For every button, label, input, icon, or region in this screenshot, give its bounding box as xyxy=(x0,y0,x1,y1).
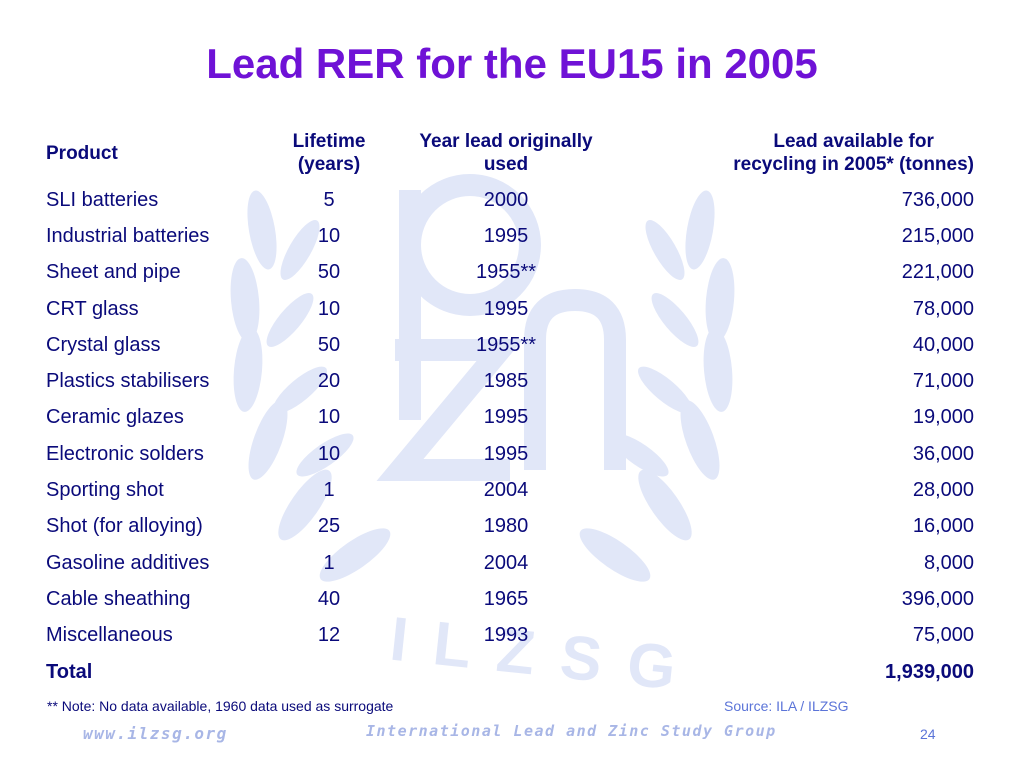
cell-product: Miscellaneous xyxy=(46,624,173,647)
table-row: Plastics stabilisers 20 1985 71,000 xyxy=(40,363,980,399)
laurel-left-icon xyxy=(230,190,391,582)
cell-product: SLI batteries xyxy=(46,188,159,211)
cell-product: Ceramic glazes xyxy=(46,406,184,429)
cell-year: 1995 xyxy=(483,297,529,320)
cell-lifetime: 10 xyxy=(317,442,341,465)
cell-lead: 16,000 xyxy=(912,515,974,538)
cell-product: Plastics stabilisers xyxy=(46,370,210,393)
cell-year: 1993 xyxy=(483,624,529,647)
cell-product: Crystal glass xyxy=(46,333,161,356)
cell-lifetime: 12 xyxy=(317,624,341,647)
cell-year: 2004 xyxy=(483,551,529,574)
cell-year: 2000 xyxy=(483,188,529,211)
cell-year: 1995 xyxy=(483,406,529,429)
lead-rer-table: Product Lifetime (years) Year lead origi… xyxy=(40,128,980,690)
cell-product: Gasoline additives xyxy=(46,551,210,574)
table-row: Electronic solders 10 1995 36,000 xyxy=(40,436,980,472)
table-row: Miscellaneous 12 1993 75,000 xyxy=(40,618,980,654)
header-product: Product xyxy=(46,142,118,164)
table-row: Industrial batteries 10 1995 215,000 xyxy=(40,218,980,254)
footer-organization: International Lead and Zinc Study Group xyxy=(366,722,777,740)
cell-year: 1985 xyxy=(483,370,529,393)
cell-year: 1965 xyxy=(483,587,529,610)
cell-lead: 396,000 xyxy=(901,587,974,610)
cell-lead: 221,000 xyxy=(901,261,974,284)
table-row: Gasoline additives 1 2004 8,000 xyxy=(40,545,980,581)
cell-lead: 36,000 xyxy=(912,442,974,465)
header-year-line2: used xyxy=(483,154,529,175)
cell-year: 1995 xyxy=(483,442,529,465)
cell-lead: 215,000 xyxy=(901,224,974,247)
cell-lifetime: 1 xyxy=(323,479,335,502)
cell-lead: 28,000 xyxy=(912,479,974,502)
cell-lead: 40,000 xyxy=(912,333,974,356)
table-total-row: Total 1,939,000 xyxy=(40,654,980,690)
cell-lifetime: 10 xyxy=(317,224,341,247)
cell-year: 2004 xyxy=(483,479,529,502)
header-lifetime-line2: (years) xyxy=(297,154,361,175)
header-lifetime-line1: Lifetime xyxy=(292,131,366,152)
cell-lifetime: 10 xyxy=(317,406,341,429)
header-year-line1: Year lead originally xyxy=(419,131,593,152)
table-row: Shot (for alloying) 25 1980 16,000 xyxy=(40,509,980,545)
cell-lead: 71,000 xyxy=(912,370,974,393)
cell-year: 1980 xyxy=(483,515,529,538)
source-citation: Source: ILA / ILZSG xyxy=(724,698,849,714)
cell-product: Industrial batteries xyxy=(46,224,210,247)
footnote: ** Note: No data available, 1960 data us… xyxy=(47,698,394,714)
table-row: Cable sheathing 40 1965 396,000 xyxy=(40,581,980,617)
total-label: Total xyxy=(46,660,93,683)
header-year: Year lead originally used xyxy=(378,128,634,182)
table-row: CRT glass 10 1995 78,000 xyxy=(40,291,980,327)
header-lead: Lead available for recycling in 2005* (t… xyxy=(634,128,980,182)
cell-product: CRT glass xyxy=(46,297,139,320)
monogram-icon xyxy=(376,174,626,481)
header-lead-line2: recycling in 2005* (tonnes) xyxy=(733,154,974,175)
table-row: SLI batteries 5 2000 736,000 xyxy=(40,182,980,218)
cell-lead: 8,000 xyxy=(923,551,974,574)
table-header-row: Product Lifetime (years) Year lead origi… xyxy=(40,128,980,182)
cell-lead: 78,000 xyxy=(912,297,974,320)
total-lifetime-empty xyxy=(280,654,378,690)
cell-product: Electronic solders xyxy=(46,442,204,465)
total-year-empty xyxy=(378,654,634,690)
header-lead-line1: Lead available for xyxy=(773,131,934,152)
slide-title: Lead RER for the EU15 in 2005 xyxy=(206,40,818,87)
table-row: Sporting shot 1 2004 28,000 xyxy=(40,472,980,508)
cell-lead: 736,000 xyxy=(901,188,974,211)
table-row: Ceramic glazes 10 1995 19,000 xyxy=(40,400,980,436)
page-number: 24 xyxy=(920,726,936,742)
cell-lifetime: 25 xyxy=(317,515,341,538)
cell-lifetime: 40 xyxy=(317,587,341,610)
header-lifetime: Lifetime (years) xyxy=(280,128,378,182)
laurel-right-icon xyxy=(579,190,735,582)
cell-lifetime: 50 xyxy=(317,261,341,284)
cell-year: 1955** xyxy=(475,333,537,356)
cell-year: 1995 xyxy=(483,224,529,247)
cell-year: 1955** xyxy=(475,261,537,284)
cell-lead: 19,000 xyxy=(912,406,974,429)
footer-website-link[interactable]: www.ilzsg.org xyxy=(83,724,228,743)
cell-lifetime: 1 xyxy=(323,551,335,574)
cell-product: Shot (for alloying) xyxy=(46,515,203,538)
cell-lifetime: 10 xyxy=(317,297,341,320)
cell-product: Sporting shot xyxy=(46,479,164,502)
table-row: Crystal glass 50 1955** 40,000 xyxy=(40,327,980,363)
total-lead: 1,939,000 xyxy=(885,660,974,683)
cell-lifetime: 20 xyxy=(317,370,341,393)
cell-lifetime: 50 xyxy=(317,333,341,356)
cell-lifetime: 5 xyxy=(323,188,335,211)
cell-lead: 75,000 xyxy=(912,624,974,647)
cell-product: Sheet and pipe xyxy=(46,261,181,284)
cell-product: Cable sheathing xyxy=(46,587,191,610)
table-row: Sheet and pipe 50 1955** 221,000 xyxy=(40,255,980,291)
